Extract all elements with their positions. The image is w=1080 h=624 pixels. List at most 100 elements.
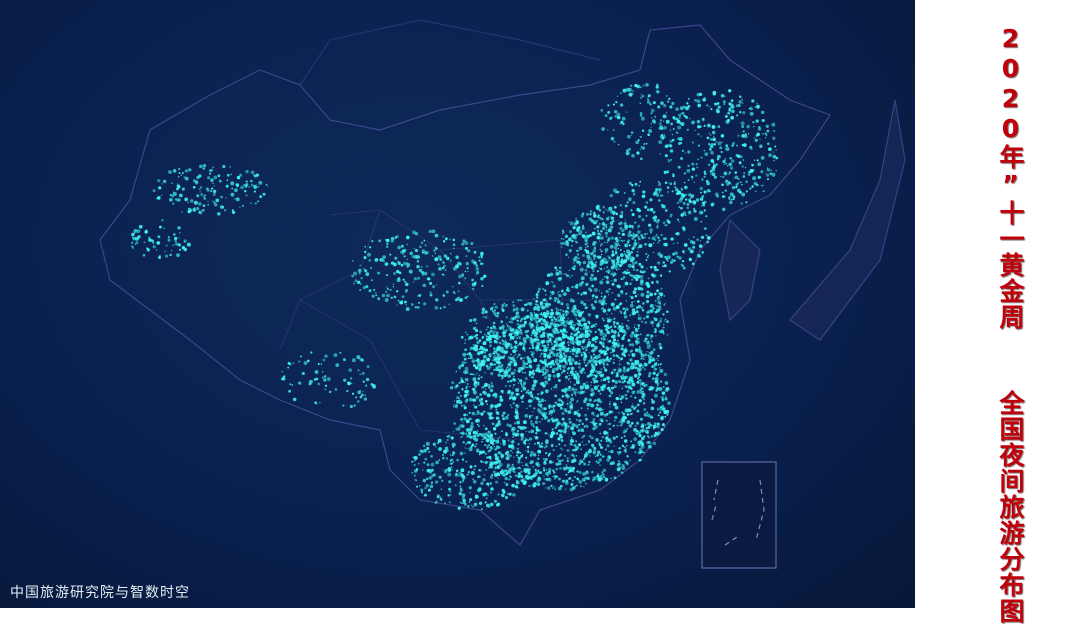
activity-dot <box>728 89 732 93</box>
activity-dot <box>514 474 518 477</box>
activity-dot <box>627 362 630 365</box>
activity-dot <box>512 402 515 405</box>
activity-dot <box>519 323 521 326</box>
activity-dot <box>610 253 614 257</box>
activity-dot <box>609 116 613 120</box>
activity-dot <box>574 370 577 373</box>
activity-dot <box>609 193 613 198</box>
activity-dot <box>560 289 564 293</box>
activity-dot <box>565 330 568 334</box>
activity-dot <box>560 403 564 407</box>
activity-dot <box>464 366 469 371</box>
activity-dot <box>136 229 141 233</box>
activity-dot <box>643 407 647 411</box>
activity-dot <box>582 311 585 313</box>
activity-dot <box>676 232 680 236</box>
activity-dot <box>662 261 665 264</box>
activity-dot <box>749 145 753 149</box>
activity-dot <box>660 101 664 105</box>
activity-dot <box>552 374 556 378</box>
activity-dot <box>655 85 659 89</box>
activity-dot <box>647 223 652 227</box>
activity-dot <box>696 99 701 104</box>
activity-dot <box>557 486 562 491</box>
activity-dot <box>658 239 661 242</box>
activity-dot <box>495 408 498 411</box>
activity-dot <box>671 258 674 261</box>
activity-dot <box>455 427 459 431</box>
activity-dot <box>547 433 550 436</box>
activity-dot <box>679 122 682 125</box>
activity-dot <box>557 319 561 323</box>
activity-dot <box>596 414 600 418</box>
activity-dot <box>513 456 515 458</box>
activity-dot <box>436 495 440 499</box>
activity-dot <box>288 389 292 393</box>
activity-dot <box>363 250 367 254</box>
activity-dot <box>417 306 420 309</box>
activity-dot <box>714 192 719 197</box>
activity-dot <box>592 418 596 421</box>
activity-dot <box>575 455 578 457</box>
activity-dot <box>573 373 577 377</box>
activity-dot <box>657 372 660 375</box>
activity-dot <box>647 277 650 280</box>
activity-dot <box>645 253 648 256</box>
activity-dot <box>576 228 580 232</box>
activity-dot <box>670 213 672 216</box>
activity-dot <box>588 322 591 325</box>
activity-dot <box>528 484 531 488</box>
activity-dot <box>625 149 629 153</box>
activity-dot <box>739 155 743 159</box>
activity-dot <box>575 378 580 383</box>
activity-dot <box>455 469 459 473</box>
activity-dot <box>565 347 570 352</box>
activity-dot <box>601 473 605 477</box>
activity-dot <box>474 405 478 409</box>
activity-dot <box>543 411 548 416</box>
activity-dot <box>613 109 618 114</box>
activity-dot <box>435 247 438 251</box>
activity-dot <box>638 209 642 213</box>
activity-dot <box>582 235 587 239</box>
activity-dot <box>742 111 746 115</box>
activity-dot <box>606 346 610 350</box>
activity-dot <box>566 367 570 371</box>
activity-dot <box>764 136 767 139</box>
activity-dot <box>507 439 510 442</box>
activity-dot <box>703 209 707 212</box>
activity-dot <box>477 377 481 380</box>
activity-dot <box>675 187 679 192</box>
activity-dot <box>638 447 642 451</box>
activity-dot <box>545 281 550 286</box>
activity-dot <box>635 348 640 353</box>
activity-dot <box>481 284 484 288</box>
activity-dot <box>347 381 351 386</box>
activity-dot <box>494 460 498 465</box>
activity-dot <box>619 310 622 313</box>
activity-dot <box>554 299 557 303</box>
activity-dot <box>588 435 592 438</box>
activity-dot <box>539 327 542 330</box>
activity-dot <box>359 289 362 292</box>
activity-dot <box>761 110 765 115</box>
activity-dot <box>522 470 525 472</box>
activity-dot <box>509 404 512 406</box>
activity-dot <box>634 425 637 427</box>
activity-dot <box>504 305 507 308</box>
activity-dot <box>533 333 538 337</box>
activity-dot <box>578 340 581 343</box>
activity-dot <box>364 394 367 396</box>
activity-dot <box>618 412 620 414</box>
activity-dot <box>465 460 468 463</box>
activity-dot <box>442 469 445 471</box>
activity-dot <box>343 378 347 382</box>
activity-dot <box>496 416 500 421</box>
activity-dot <box>442 294 446 297</box>
activity-dot <box>640 287 644 291</box>
activity-dot <box>527 449 529 451</box>
activity-dot <box>722 175 725 179</box>
activity-dot <box>507 362 512 367</box>
activity-dot <box>775 170 777 172</box>
activity-dot <box>624 460 627 464</box>
